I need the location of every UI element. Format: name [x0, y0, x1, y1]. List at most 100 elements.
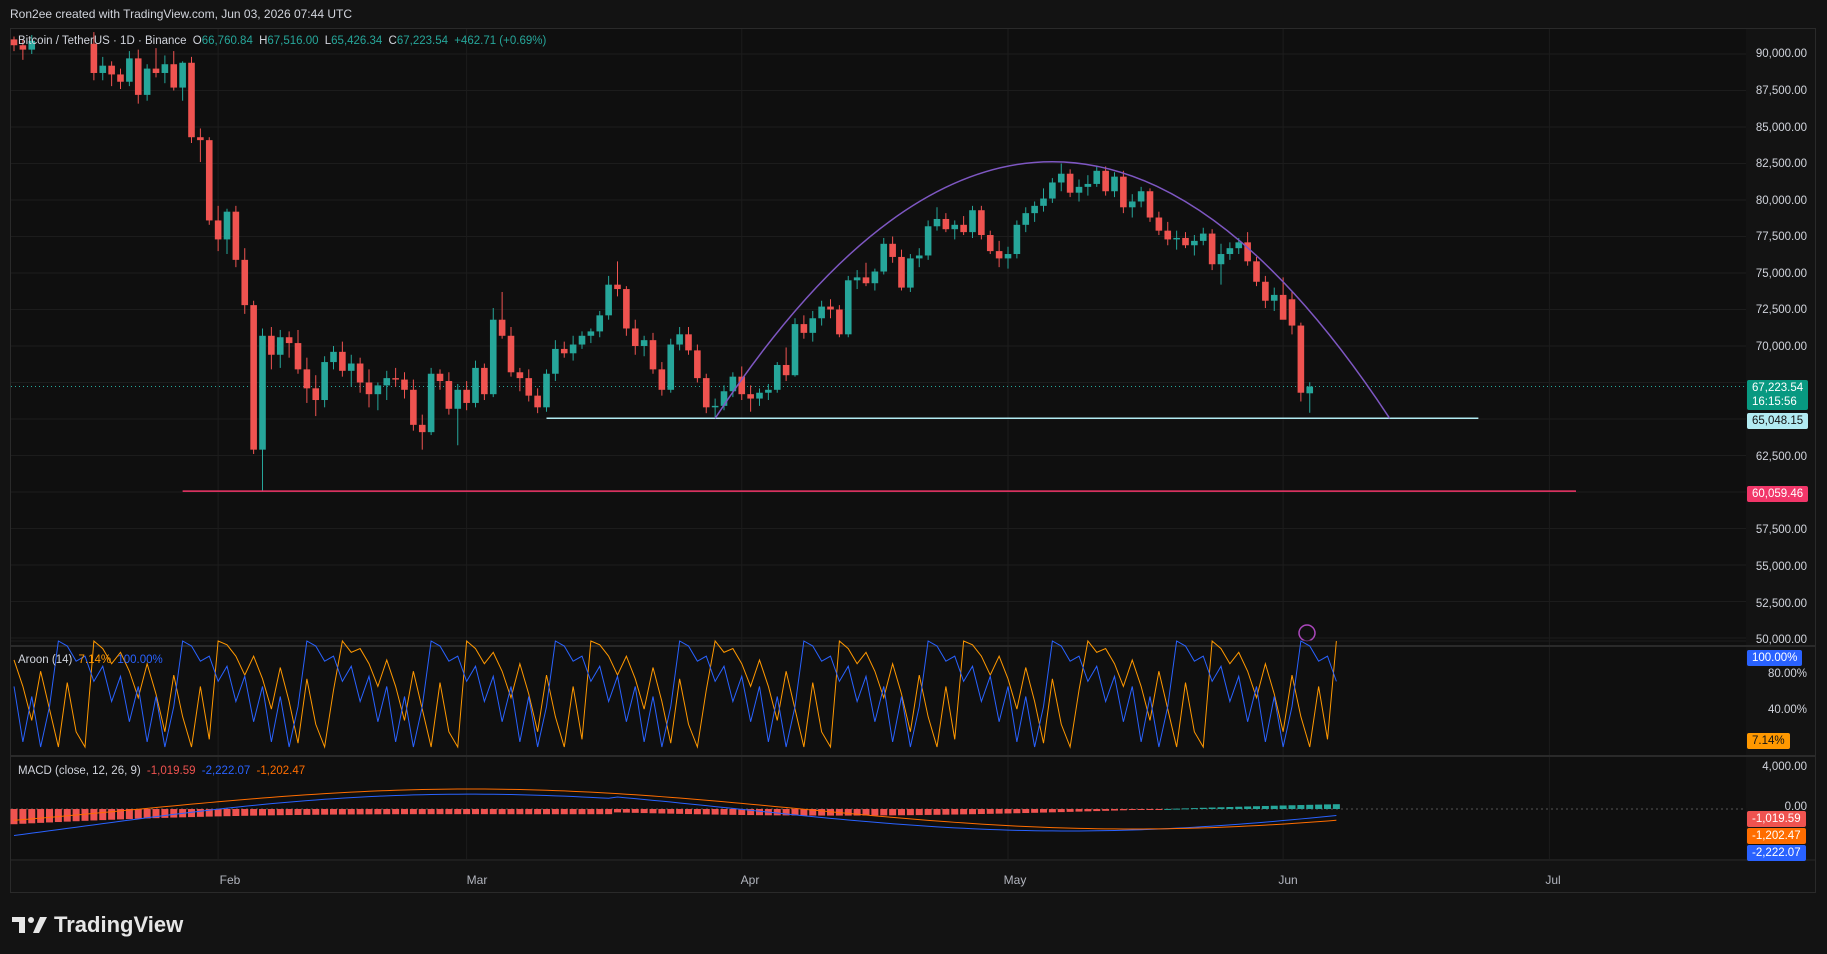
candle-body [614, 284, 621, 290]
candle-body [489, 319, 497, 395]
tradingview-logo[interactable]: TradingView [12, 912, 183, 938]
candle-body [1208, 233, 1216, 265]
candle-body [924, 226, 932, 256]
candle-body [1093, 170, 1101, 184]
macd-histogram-bar [1217, 807, 1225, 809]
aroon-name[interactable]: Aroon (14) [18, 654, 73, 666]
macd-histogram-bar [365, 809, 373, 815]
macd-name[interactable]: MACD (close, 12, 26, 9) [18, 765, 141, 777]
chart-frame [10, 28, 1816, 893]
candle-body [294, 343, 302, 370]
macd-histogram-bar [480, 809, 488, 815]
macd-histogram-bar [596, 809, 604, 815]
macd-histogram-bar [622, 809, 630, 813]
macd-histogram-bar [28, 809, 36, 824]
macd-histogram-bar [933, 809, 941, 815]
price-tick: 87,500.00 [1755, 85, 1807, 97]
price-tick: 85,000.00 [1755, 122, 1807, 134]
macd-tick: 4,000.00 [1762, 761, 1807, 773]
macd-histogram-bar [880, 809, 888, 816]
macd-histogram-bar [1324, 804, 1331, 809]
candle-body [1217, 254, 1225, 265]
macd-histogram-bar [356, 809, 364, 815]
macd-histogram-bar [338, 809, 346, 815]
candle-body [862, 277, 870, 284]
low-value: 65,426.34 [331, 35, 383, 47]
price-tick: 77,500.00 [1755, 231, 1807, 243]
candle-body [1306, 386, 1314, 394]
macd-histogram-bar [117, 809, 124, 820]
candle-body [214, 220, 222, 240]
candle-body [383, 378, 391, 386]
candle-body [1279, 294, 1287, 320]
macd-histogram-bar [81, 809, 89, 821]
macd-histogram-bar [152, 809, 160, 819]
candle-body [986, 235, 994, 252]
price-pane[interactable] [11, 29, 1746, 645]
candle-body [1057, 173, 1065, 183]
macd-histogram-bar [525, 809, 533, 815]
chart-caption: Ron2ee created with TradingView.com, Jun… [0, 0, 1827, 28]
price-tick: 82,500.00 [1755, 158, 1807, 170]
low-label: L [324, 35, 332, 47]
macd-histogram-bar [1208, 807, 1216, 809]
macd-histogram-bar [1235, 806, 1243, 809]
price-tick: 62,500.00 [1755, 451, 1807, 463]
macd-histogram-bar [1253, 806, 1260, 809]
candle-body [1297, 325, 1305, 393]
signal-line [13, 788, 1337, 830]
candle-body [765, 389, 772, 393]
macd-histogram-bar [631, 809, 639, 813]
macd-pane[interactable] [11, 757, 1746, 859]
candle-body [507, 335, 515, 373]
aroon-pane[interactable] [11, 647, 1746, 755]
macd-histogram-bar [427, 809, 435, 815]
candle-body [1262, 281, 1269, 301]
candle-body [1031, 205, 1038, 214]
macd-histogram-bar [551, 809, 559, 815]
macd-histogram-bar [10, 809, 18, 825]
macd-histogram-bar [942, 809, 950, 815]
macd-histogram-bar [782, 809, 790, 816]
candle-body [28, 40, 36, 50]
macd-histogram-bar [844, 809, 852, 816]
macd-histogram-bar [1261, 805, 1269, 809]
macd-histogram-bar [303, 809, 311, 815]
time-tick: Jul [1545, 873, 1561, 887]
candle-body [454, 389, 462, 409]
candle-body [649, 340, 657, 370]
macd-histogram-bar [898, 809, 905, 816]
close-value: 67,223.54 [396, 35, 449, 47]
candle-body [1040, 198, 1047, 206]
symbol-label[interactable]: Bitcoin / TetherUS · 1D · Binance [18, 35, 187, 47]
time-tick: Mar [466, 873, 488, 887]
candle-body [560, 348, 568, 354]
macd-histogram-bar [693, 809, 701, 815]
macd-histogram-bar [1315, 804, 1323, 809]
candle-body [1004, 254, 1012, 259]
macd-histogram-bar [259, 809, 266, 816]
macd-histogram-bar [1173, 808, 1181, 810]
macd-histogram-bar [516, 809, 524, 815]
price-tick: 57,500.00 [1755, 524, 1807, 536]
price-tick: 72,500.00 [1755, 304, 1807, 316]
macd-histogram-bar [889, 809, 897, 816]
macd-histogram-bar [1066, 809, 1074, 812]
candle-body [374, 385, 382, 395]
candle-body [143, 68, 151, 95]
macd-histogram-bar [702, 809, 710, 815]
macd-histogram-bar [383, 809, 391, 815]
macd-histogram-bar [853, 809, 861, 816]
macd-histogram-bar [1093, 809, 1101, 812]
candle-body [268, 335, 275, 355]
candle-body [729, 376, 737, 392]
candle-body [108, 65, 115, 75]
macd-tick: 0.00 [1784, 801, 1807, 813]
aroon-up-value: 7.14% [78, 654, 112, 666]
macd-histogram-bar [1084, 809, 1092, 812]
change-value: +462.71 (+0.69%) [454, 35, 547, 47]
candle-body [1164, 230, 1172, 240]
macd-histogram-bar [463, 809, 471, 815]
macd-histogram-bar [507, 809, 515, 815]
price-tick: 52,500.00 [1755, 598, 1807, 610]
